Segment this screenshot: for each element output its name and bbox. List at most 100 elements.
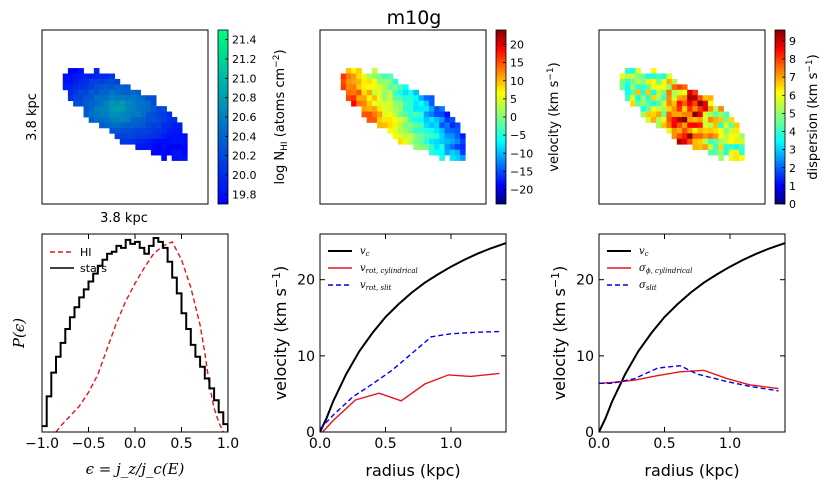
map-pixel <box>418 100 425 107</box>
map-pixel <box>661 84 667 91</box>
series-line-circularity-0 <box>55 241 224 432</box>
map-pixel <box>83 111 90 118</box>
map-pixel <box>687 111 693 118</box>
map-pixel <box>145 100 152 107</box>
map-pixel <box>449 144 456 151</box>
map-pixel <box>692 122 698 129</box>
dispersion-colorbar-label: dispersion (km s−1) <box>805 54 821 179</box>
map-pixel <box>650 95 657 102</box>
map-pixel <box>702 122 709 129</box>
map-pixel <box>728 122 735 129</box>
map-pixel <box>449 149 456 156</box>
map-pixel <box>687 106 693 112</box>
circularity-axes: −1.0 −0.5 0.0 0.5 1.0 <box>25 234 239 452</box>
map-pixel <box>99 100 105 107</box>
map-pixel <box>382 84 388 91</box>
dispersion-xlabel: radius (kpc) <box>644 461 739 480</box>
map-pixel <box>723 111 730 118</box>
map-pixel <box>93 100 100 107</box>
map-pixel <box>150 144 157 151</box>
x-tick-label: −1.0 <box>25 436 59 452</box>
legend-vrot-cyl-label: vrot, cylindrical <box>360 263 418 275</box>
map-pixel <box>739 144 745 151</box>
colorbar-tick-label: 15 <box>510 57 524 70</box>
colorbar-tick-label: 20 <box>510 39 524 52</box>
figure-title: m10g <box>387 7 442 29</box>
map-pixel <box>413 100 419 107</box>
map-pixel <box>728 133 735 140</box>
map-pixel <box>661 117 667 123</box>
map-pixel <box>377 95 383 102</box>
map-pixel <box>676 111 683 118</box>
map-pixel <box>73 68 79 74</box>
map-pixel <box>109 117 116 123</box>
map-pixel <box>676 89 683 96</box>
map-pixel <box>356 89 362 96</box>
map-pixel <box>371 68 378 74</box>
map-pixel <box>109 106 116 112</box>
colorbar-tick-label: −5 <box>510 129 526 142</box>
map-pixel <box>682 84 688 91</box>
map-pixel <box>449 122 456 129</box>
map-pixel <box>397 122 404 129</box>
map-pixel <box>351 73 357 80</box>
map-pixel <box>387 117 394 123</box>
colorbar-tick-label: 1 <box>789 180 796 193</box>
map-pixel <box>67 84 74 91</box>
map-pixel <box>176 133 183 140</box>
map-pixel <box>666 73 673 80</box>
map-pixel <box>434 111 440 118</box>
map-pixel <box>645 73 652 80</box>
map-pixel <box>439 155 445 161</box>
map-pixel <box>418 106 425 112</box>
map-pixel <box>676 84 683 91</box>
map-pixel <box>403 95 409 102</box>
colorbar-tick-label: 0 <box>789 198 796 211</box>
map-pixel <box>109 122 116 129</box>
map-pixel <box>733 155 740 161</box>
map-pixel <box>650 106 657 112</box>
map-pixel <box>666 84 673 91</box>
map-pixel <box>93 95 100 102</box>
map-pixel <box>671 95 678 102</box>
map-pixel <box>418 138 425 145</box>
map-pixel <box>161 127 167 134</box>
colorbar-tick-label: 21.2 <box>232 53 257 66</box>
map-pixel <box>340 78 347 85</box>
map-pixel <box>156 117 162 123</box>
map-pixel <box>382 95 388 102</box>
colorbar-tick-label: 21.4 <box>232 34 257 47</box>
map-pixel <box>739 133 745 140</box>
map-pixel <box>439 117 445 123</box>
map-pixel <box>656 95 662 102</box>
map-pixel <box>114 122 121 129</box>
map-pixel <box>403 84 409 91</box>
map-pixel <box>135 117 141 123</box>
map-pixel <box>707 144 714 151</box>
map-pixel <box>682 127 688 134</box>
map-pixel <box>73 84 79 91</box>
map-pixel <box>418 111 425 118</box>
map-pixel <box>371 89 378 96</box>
map-pixel <box>460 149 466 156</box>
map-pixel <box>78 68 84 74</box>
map-pixel <box>130 127 136 134</box>
map-pixel <box>119 117 126 123</box>
map-pixel <box>682 106 688 112</box>
map-pixel <box>671 84 678 91</box>
map-pixel <box>454 149 461 156</box>
map-pixel <box>692 106 698 112</box>
map-pixel <box>682 117 688 123</box>
circularity-plot-area <box>42 237 228 432</box>
map-pixel <box>93 111 100 118</box>
map-pixel <box>444 122 451 129</box>
map-pixel <box>656 73 662 80</box>
map-pixel <box>619 84 626 91</box>
map-pixel <box>130 106 136 112</box>
map-pixel <box>434 138 440 145</box>
map-pixel <box>697 117 704 123</box>
map-pixel <box>671 127 678 134</box>
map-pixel <box>171 155 178 161</box>
map-pixel <box>166 122 173 129</box>
x-tick-label: 0.5 <box>653 436 675 452</box>
